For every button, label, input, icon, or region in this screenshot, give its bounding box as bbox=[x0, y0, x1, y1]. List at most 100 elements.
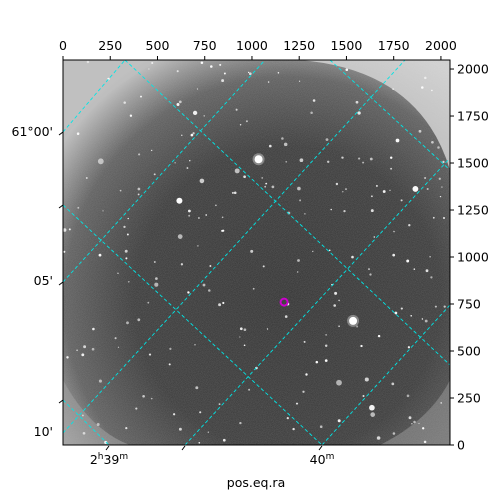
ra-label-minutes-unit: m bbox=[119, 452, 128, 462]
star bbox=[369, 404, 375, 411]
star bbox=[371, 195, 373, 198]
star bbox=[196, 88, 199, 90]
star bbox=[400, 307, 403, 310]
y-tick-label: 1750 bbox=[457, 109, 489, 124]
star bbox=[174, 162, 176, 164]
star bbox=[413, 420, 416, 424]
bright-star bbox=[254, 155, 263, 164]
star bbox=[210, 65, 213, 68]
star bbox=[324, 359, 328, 362]
star bbox=[357, 111, 361, 115]
star bbox=[343, 209, 346, 213]
grid-line bbox=[63, 204, 323, 445]
star bbox=[443, 305, 446, 308]
star bbox=[248, 72, 252, 76]
star bbox=[82, 431, 86, 435]
star bbox=[431, 89, 433, 92]
star bbox=[197, 245, 199, 247]
star bbox=[205, 214, 208, 216]
star bbox=[114, 337, 117, 340]
star bbox=[154, 282, 159, 287]
y-tick-label: 1250 bbox=[457, 203, 489, 218]
star bbox=[98, 379, 102, 383]
star bbox=[442, 216, 446, 220]
star bbox=[418, 422, 420, 425]
dec-tick-mark bbox=[58, 399, 64, 404]
axis-tick-labels: 0 250 500 750 1000 1250 1500 1750 2000 0 250 500 750… bbox=[59, 38, 489, 453]
star bbox=[335, 182, 339, 186]
star bbox=[97, 158, 104, 165]
star bbox=[430, 276, 433, 279]
star bbox=[440, 402, 443, 404]
dec-tick-mark bbox=[58, 131, 64, 136]
star bbox=[117, 346, 120, 348]
star bbox=[248, 388, 251, 391]
star bbox=[421, 318, 424, 320]
star bbox=[137, 187, 141, 191]
star bbox=[192, 110, 198, 116]
star bbox=[264, 185, 267, 188]
plot-frame bbox=[62, 59, 451, 446]
star bbox=[198, 441, 201, 444]
star bbox=[207, 431, 209, 433]
dec-label-05: 05' bbox=[34, 273, 53, 288]
ra-label-minutes: 39 bbox=[103, 452, 119, 467]
star bbox=[218, 303, 222, 307]
star-field bbox=[63, 60, 446, 444]
star bbox=[200, 61, 204, 64]
star bbox=[243, 175, 246, 179]
star bbox=[393, 230, 395, 233]
star bbox=[181, 134, 183, 136]
star bbox=[423, 440, 427, 444]
star bbox=[319, 425, 323, 429]
star bbox=[129, 114, 133, 117]
star bbox=[172, 413, 176, 416]
star bbox=[177, 234, 183, 239]
star bbox=[424, 319, 428, 323]
star bbox=[345, 68, 349, 72]
star bbox=[151, 149, 153, 152]
star bbox=[362, 394, 365, 398]
star bbox=[124, 249, 128, 253]
star bbox=[373, 236, 376, 238]
star bbox=[180, 263, 184, 266]
y-tick-label: 0 bbox=[457, 438, 465, 453]
y-tick-label: 750 bbox=[457, 297, 481, 312]
star bbox=[218, 403, 221, 406]
star bbox=[199, 178, 205, 184]
x-axis-title: pos.eq.ra bbox=[227, 475, 285, 490]
star bbox=[81, 414, 84, 417]
star bbox=[221, 79, 225, 83]
star bbox=[422, 427, 425, 430]
star bbox=[355, 100, 359, 104]
star bbox=[202, 283, 206, 287]
star bbox=[76, 349, 78, 352]
star bbox=[299, 158, 304, 163]
star bbox=[195, 386, 199, 390]
star bbox=[310, 111, 313, 115]
star bbox=[138, 153, 141, 156]
star bbox=[153, 261, 156, 263]
star bbox=[239, 336, 241, 338]
star bbox=[268, 144, 272, 148]
x-tick-label: 250 bbox=[98, 38, 122, 53]
star bbox=[222, 438, 226, 442]
star bbox=[406, 259, 410, 263]
star bbox=[400, 199, 403, 202]
star bbox=[189, 160, 191, 162]
y-tick-label: 250 bbox=[457, 391, 481, 406]
ra-tick-mark bbox=[181, 445, 186, 451]
grid-line bbox=[184, 157, 450, 445]
star bbox=[390, 167, 393, 170]
star bbox=[96, 423, 100, 426]
star bbox=[376, 436, 381, 440]
star bbox=[441, 186, 443, 188]
star bbox=[135, 407, 138, 410]
x-tick-label: 1000 bbox=[236, 38, 268, 53]
star bbox=[66, 356, 69, 359]
star bbox=[176, 103, 180, 106]
star bbox=[411, 423, 413, 425]
star bbox=[271, 185, 275, 189]
x-tick-label: 1500 bbox=[331, 38, 363, 53]
